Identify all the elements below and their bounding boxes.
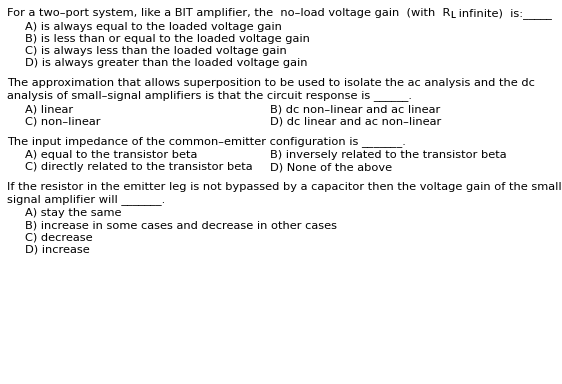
Text: The approximation that allows superposition to be used to isolate the ac analysi: The approximation that allows superposit… xyxy=(7,78,535,88)
Text: infinite)  is:_____: infinite) is:_____ xyxy=(455,8,552,19)
Text: B) is less than or equal to the loaded voltage gain: B) is less than or equal to the loaded v… xyxy=(25,34,310,44)
Text: signal amplifier will _______.: signal amplifier will _______. xyxy=(7,194,165,205)
Text: B) increase in some cases and decrease in other cases: B) increase in some cases and decrease i… xyxy=(25,220,337,230)
Text: C) non–linear: C) non–linear xyxy=(25,116,101,126)
Text: The input impedance of the common–emitter configuration is _______.: The input impedance of the common–emitte… xyxy=(7,136,406,147)
Text: A) equal to the transistor beta: A) equal to the transistor beta xyxy=(25,150,197,160)
Text: For a two–port system, like a BIT amplifier, the  no–load voltage gain  (with  R: For a two–port system, like a BIT amplif… xyxy=(7,8,450,18)
Text: C) is always less than the loaded voltage gain: C) is always less than the loaded voltag… xyxy=(25,46,287,56)
Text: A) stay the same: A) stay the same xyxy=(25,208,121,218)
Text: analysis of small–signal amplifiers is that the circuit response is ______.: analysis of small–signal amplifiers is t… xyxy=(7,90,412,101)
Text: L: L xyxy=(450,10,455,20)
Text: D) increase: D) increase xyxy=(25,244,90,254)
Text: D) is always greater than the loaded voltage gain: D) is always greater than the loaded vol… xyxy=(25,58,307,68)
Text: C) decrease: C) decrease xyxy=(25,232,93,242)
Text: D) None of the above: D) None of the above xyxy=(270,162,392,172)
Text: B) inversely related to the transistor beta: B) inversely related to the transistor b… xyxy=(270,150,506,160)
Text: C) directly related to the transistor beta: C) directly related to the transistor be… xyxy=(25,162,253,172)
Text: L: L xyxy=(450,10,455,20)
Text: If the resistor in the emitter leg is not bypassed by a capacitor then the volta: If the resistor in the emitter leg is no… xyxy=(7,182,561,192)
Text: A) is always equal to the loaded voltage gain: A) is always equal to the loaded voltage… xyxy=(25,22,282,32)
Text: A) linear: A) linear xyxy=(25,104,73,114)
Text: D) dc linear and ac non–linear: D) dc linear and ac non–linear xyxy=(270,116,441,126)
Text: B) dc non–linear and ac linear: B) dc non–linear and ac linear xyxy=(270,104,440,114)
